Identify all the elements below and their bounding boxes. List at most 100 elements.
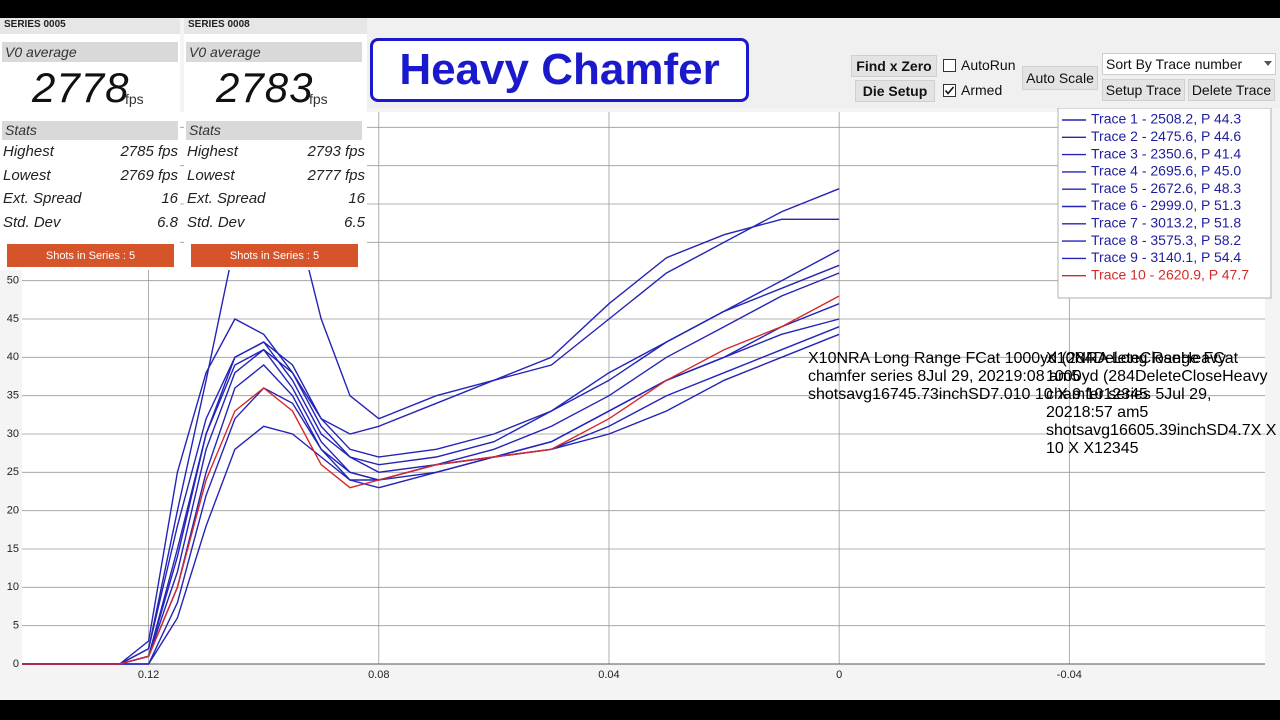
trace-line — [22, 295, 840, 665]
y-tick-label: 15 — [7, 543, 19, 555]
scores: 10 10 X 9 10 — [1012, 386, 1104, 403]
trace-line — [22, 272, 840, 665]
stat-value: 2769 fps — [120, 166, 178, 184]
trace-line — [22, 249, 840, 665]
x-tick-label: 0.04 — [598, 669, 619, 681]
dropdown-arrow — [1264, 61, 1272, 66]
series-time: 8:57 am — [1081, 404, 1140, 421]
shot-label: 4 — [1130, 386, 1139, 403]
y-tick-label: 45 — [7, 313, 19, 325]
avg-label: avg — [846, 386, 873, 403]
setup-trace-button[interactable]: Setup Trace — [1102, 79, 1185, 101]
auto-scale-button[interactable]: Auto Scale — [1022, 66, 1098, 90]
shot-label: 1 — [1094, 440, 1103, 457]
delete-trace-button[interactable]: Delete Trace — [1188, 79, 1275, 101]
sd-label: SD — [1206, 422, 1229, 439]
title: Heavy Chamfer — [370, 38, 749, 102]
stats-label-bar — [186, 121, 362, 140]
stat-label: Lowest — [3, 166, 51, 184]
y-tick-label: 10 — [7, 581, 19, 593]
die-setup-button[interactable]: Die Setup — [855, 80, 935, 102]
v0-label-bar — [186, 42, 362, 62]
legend-label: Trace 6 - 2999.0, P 51.3 — [1091, 197, 1241, 213]
v0-unit: fps — [125, 91, 144, 107]
armed-checkbox[interactable] — [943, 84, 956, 97]
match-name: NRA Long Range FC — [836, 350, 987, 367]
stat-label: Std. Dev — [3, 213, 61, 231]
match-distance: at 1000yd (284 — [986, 350, 1094, 367]
shot-label: 3 — [1121, 386, 1131, 403]
series-header: SERIES 0005 — [4, 19, 66, 30]
y-tick-label: 50 — [7, 275, 19, 287]
close-label[interactable]: Close — [1139, 350, 1181, 367]
close-label[interactable]: Close — [1181, 368, 1223, 385]
legend-label: Trace 8 - 3575.3, P 58.2 — [1091, 232, 1241, 248]
sort-dropdown[interactable]: Sort By Trace number — [1102, 53, 1276, 75]
y-tick-label: 40 — [7, 351, 19, 363]
shots-count: 5 shots — [1046, 404, 1149, 439]
stat-label: Ext. Spread — [187, 190, 266, 208]
delete-label[interactable]: Delete — [1093, 350, 1140, 367]
sort-label: Sort By Trace number — [1106, 56, 1243, 72]
x-tick-label: 0.12 — [138, 669, 159, 681]
legend-label: Trace 4 - 2695.6, P 45.0 — [1091, 163, 1241, 179]
legend-label: Trace 9 - 3140.1, P 54.4 — [1091, 249, 1241, 265]
stat-label: Highest — [3, 143, 54, 160]
x-tick-label: 0 — [836, 669, 842, 681]
group-size: 5.39 — [1145, 422, 1177, 439]
shot-label: 2 — [1112, 386, 1122, 403]
series-time: 9:08 am — [1013, 368, 1072, 385]
autorun-label: AutoRun — [961, 57, 1016, 73]
sd-value: 4.7 — [1228, 422, 1251, 439]
ring-label: 10 — [818, 350, 837, 367]
series-panel: SERIES 0005 V0 average 2778 fps Stats Highest… — [0, 18, 180, 270]
shot-label: 2 — [1102, 440, 1112, 457]
sd-value: 7.0 — [990, 386, 1013, 403]
group-unit: inch — [938, 386, 969, 403]
stat-label: Ext. Spread — [3, 190, 82, 208]
center-label: X — [808, 350, 819, 367]
delete-label[interactable]: Delete — [1134, 368, 1182, 385]
x-tick-label: 0.08 — [368, 669, 389, 681]
trace-line — [22, 333, 840, 665]
legend-label: Trace 5 - 2672.6, P 48.3 — [1091, 180, 1241, 196]
checkmark — [944, 86, 955, 95]
match-distance: at 1000yd (284 — [1046, 350, 1239, 385]
stats-label: Stats — [189, 122, 221, 138]
stat-value: 2793 fps — [307, 143, 365, 160]
shots-in-series-button[interactable]: Shots in Series : 5 — [7, 244, 174, 267]
match-name: NRA Long Range FC — [1074, 350, 1225, 367]
trace-line — [22, 124, 840, 665]
y-tick-label: 5 — [13, 620, 19, 632]
shots-in-series-button[interactable]: Shots in Series : 5 — [191, 244, 358, 267]
stat-value: 16 — [348, 190, 365, 208]
scores: X X 10 X X — [1046, 422, 1277, 457]
find-x-zero-button[interactable]: Find x Zero — [851, 55, 937, 77]
avg-value: 1674 — [872, 386, 908, 403]
stat-value: 2785 fps — [120, 143, 178, 160]
legend-label: Trace 2 - 2475.6, P 44.6 — [1091, 128, 1241, 144]
autorun-checkbox[interactable] — [943, 59, 956, 72]
shot-label: 5 — [1139, 386, 1148, 403]
series-panel: SERIES 0008 V0 average 2783 fps Stats Highest… — [184, 18, 367, 270]
y-tick-label: 20 — [7, 505, 19, 517]
y-tick-label: 25 — [7, 466, 19, 478]
v0-value: 2783 — [216, 64, 314, 111]
v0-unit: fps — [309, 91, 328, 107]
group-unit: inch — [1176, 422, 1207, 439]
shot-label: 4 — [1120, 440, 1130, 457]
stats-label-bar — [2, 121, 178, 140]
v0-label: V0 average — [189, 44, 261, 60]
avg-label: avg — [1084, 422, 1111, 439]
v0-value: 2778 — [32, 64, 130, 111]
stat-label: Highest — [187, 143, 238, 160]
series-name: Heavy chamfer series 8 — [808, 350, 1227, 385]
legend-label: Trace 1 - 2508.2, P 44.3 — [1091, 111, 1241, 127]
group-size: 5.73 — [907, 386, 939, 403]
legend-label: Trace 7 - 3013.2, P 51.8 — [1091, 215, 1241, 231]
series-header-bar — [0, 18, 180, 34]
v0-label-bar — [2, 42, 178, 62]
trace-line — [22, 218, 840, 665]
x-tick-label: -0.04 — [1057, 669, 1082, 681]
